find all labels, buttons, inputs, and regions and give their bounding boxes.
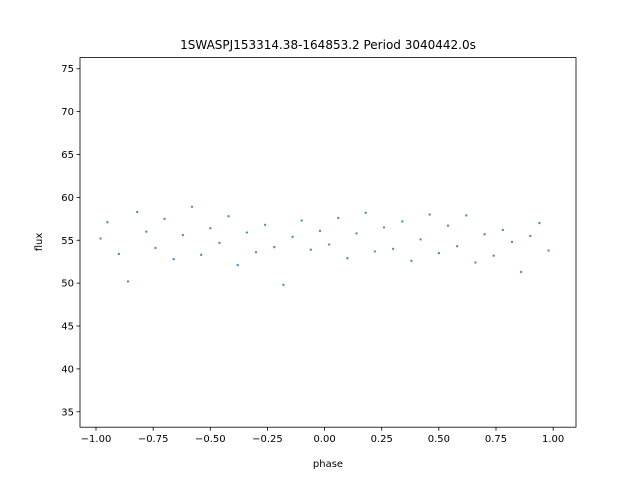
data-point xyxy=(519,270,523,274)
y-tick-label: 60 xyxy=(61,193,74,204)
plot-frame xyxy=(79,57,577,428)
y-tick-label: 55 xyxy=(61,236,74,247)
chart-title: 1SWASPJ153314.38-164853.2 Period 3040442… xyxy=(180,38,476,52)
data-point xyxy=(401,220,404,223)
data-point xyxy=(410,259,413,263)
x-axis-label: phase xyxy=(313,459,343,470)
y-tick-label: 35 xyxy=(61,407,74,418)
points-layer xyxy=(99,205,550,287)
data-point xyxy=(428,213,431,216)
data-point xyxy=(190,205,194,209)
data-point xyxy=(309,248,313,251)
x-axis: −1.00 −0.75 −0.50 −0.25 0.00 0.25 0.50 0.75 1.00 xyxy=(81,427,564,445)
data-point xyxy=(364,211,367,215)
y-tick-label: 45 xyxy=(61,322,74,333)
data-point xyxy=(355,232,358,235)
y-tick-label: 75 xyxy=(61,64,74,75)
data-point xyxy=(455,245,459,248)
data-point xyxy=(373,250,377,253)
data-point xyxy=(465,214,468,217)
y-tick-label: 40 xyxy=(61,364,74,375)
x-tick-label: 1.00 xyxy=(542,434,564,445)
data-point xyxy=(99,237,102,240)
data-point xyxy=(236,263,239,267)
y-axis-label: flux xyxy=(34,233,45,252)
y-tick-label: 70 xyxy=(61,107,74,118)
data-point xyxy=(300,219,303,222)
data-point xyxy=(382,226,386,229)
data-point xyxy=(263,223,267,227)
data-point xyxy=(337,216,340,220)
data-point xyxy=(446,224,450,227)
data-point xyxy=(419,238,422,241)
data-point xyxy=(218,241,221,245)
data-point xyxy=(510,240,514,244)
data-point xyxy=(126,280,130,283)
data-point xyxy=(547,249,550,252)
x-tick-label: −0.25 xyxy=(252,434,283,445)
x-tick-label: −1.00 xyxy=(81,434,112,445)
data-point xyxy=(529,234,532,238)
x-tick-label: 0.50 xyxy=(428,434,450,445)
data-point xyxy=(172,257,175,261)
data-point xyxy=(282,283,285,287)
data-point xyxy=(474,261,477,264)
data-point xyxy=(291,235,294,239)
data-point xyxy=(492,254,495,257)
data-point xyxy=(145,230,148,233)
data-point xyxy=(391,247,395,251)
data-point xyxy=(483,233,486,236)
data-point xyxy=(501,228,505,232)
data-point xyxy=(538,221,541,225)
data-point xyxy=(254,251,258,254)
x-tick-label: 0.00 xyxy=(313,434,335,445)
data-point xyxy=(199,253,203,257)
data-point xyxy=(327,243,331,246)
data-point xyxy=(209,227,212,230)
y-tick-label: 50 xyxy=(61,279,74,290)
data-point xyxy=(273,245,276,249)
data-point xyxy=(245,231,249,234)
data-point xyxy=(163,217,166,221)
y-tick-label: 65 xyxy=(61,150,74,161)
x-tick-label: 0.75 xyxy=(485,434,507,445)
data-point xyxy=(106,221,109,224)
x-tick-label: −0.75 xyxy=(138,434,169,445)
data-point xyxy=(227,215,230,218)
data-point xyxy=(135,210,139,214)
data-point xyxy=(318,229,322,233)
data-point xyxy=(346,257,349,260)
data-point xyxy=(181,233,185,237)
y-axis: 35 40 45 50 55 60 65 70 75 xyxy=(61,64,80,418)
x-tick-label: −0.50 xyxy=(195,434,226,445)
data-point xyxy=(117,252,121,256)
x-tick-label: 0.25 xyxy=(371,434,393,445)
data-point xyxy=(154,246,157,250)
data-point xyxy=(437,251,441,255)
